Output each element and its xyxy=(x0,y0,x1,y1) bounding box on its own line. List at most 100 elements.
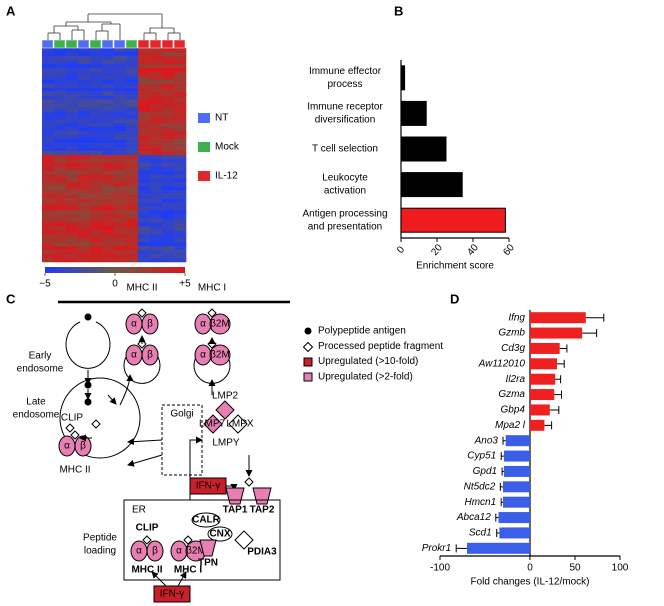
heatmap-cell xyxy=(174,51,187,57)
heatmap-cell xyxy=(102,155,115,160)
heatmap-cell xyxy=(126,155,139,160)
x-axis-label: Enrichment score xyxy=(416,261,494,272)
heatmap-cell xyxy=(90,48,103,53)
heatmap-cell xyxy=(174,127,187,132)
heatmap-cell xyxy=(126,230,139,235)
diagram-label: CLIP xyxy=(136,523,159,534)
x-tick-label: 40 xyxy=(465,242,481,258)
heatmap-cell xyxy=(162,119,175,124)
y-tick-label: Gpd1 xyxy=(473,466,497,477)
heatmap-cell xyxy=(162,123,175,128)
heatmap-cell xyxy=(78,143,91,148)
bar xyxy=(530,373,556,385)
heatmap-cell xyxy=(174,155,187,160)
heatmap-cell xyxy=(78,67,91,73)
heatmap-cell xyxy=(90,151,103,156)
diagram-label: α xyxy=(131,319,137,330)
heatmap-cell xyxy=(54,63,67,69)
heatmap-cell xyxy=(174,222,187,227)
heatmap-cell xyxy=(174,178,187,184)
heatmap-cell xyxy=(138,115,151,120)
heatmap-cell xyxy=(102,139,115,144)
heatmap-cell xyxy=(102,143,115,148)
heatmap-cell xyxy=(66,186,79,191)
heatmap-cell xyxy=(174,214,187,219)
heatmap-cell xyxy=(42,254,55,259)
heatmap-cell xyxy=(66,143,79,148)
heatmap-cell xyxy=(66,151,79,156)
heatmap-cell xyxy=(150,111,163,116)
heatmap-cell xyxy=(114,174,127,180)
heatmap-cell xyxy=(114,79,127,84)
heatmap-cell xyxy=(102,83,115,88)
heatmap-cell xyxy=(150,258,163,263)
heatmap-cell xyxy=(162,158,175,164)
heatmap-cell xyxy=(102,55,115,61)
bar xyxy=(530,419,545,431)
heatmap-cell xyxy=(174,170,187,176)
error-bar xyxy=(555,375,562,384)
heatmap-cell xyxy=(102,234,115,239)
heatmap-cell xyxy=(138,250,151,255)
diagram-label: α xyxy=(64,441,70,452)
heatmap-cell xyxy=(42,210,55,215)
heatmap-cell xyxy=(90,162,103,168)
heatmap-cell xyxy=(78,115,91,120)
heatmap-cell xyxy=(54,186,67,191)
heatmap-cell xyxy=(66,166,79,172)
heatmap-cell xyxy=(126,143,139,148)
heatmap-cell xyxy=(174,115,187,120)
legend-label: Processed peptide fragment xyxy=(318,341,443,352)
heatmap-cell xyxy=(150,71,163,77)
heatmap-cell xyxy=(102,115,115,120)
heatmap-cell xyxy=(90,131,103,136)
heatmap-cell xyxy=(66,51,79,57)
connector xyxy=(151,571,167,587)
error-bar xyxy=(499,482,503,491)
heatmap-cell xyxy=(150,115,163,120)
heatmap-cell xyxy=(42,59,55,65)
bar xyxy=(530,342,560,354)
y-tick-label: Prokr1 xyxy=(422,543,451,554)
heatmap-cell xyxy=(42,238,55,243)
heatmap-cell xyxy=(126,194,139,199)
heatmap-cell xyxy=(126,119,139,124)
bar xyxy=(530,404,550,416)
heatmap-cell xyxy=(90,55,103,61)
heatmap-cell xyxy=(102,254,115,259)
heatmap-cell xyxy=(102,250,115,255)
heatmap-cell xyxy=(174,158,187,164)
peptide xyxy=(207,308,217,318)
x-tick-label: 0 xyxy=(527,563,533,574)
heatmap-cell xyxy=(174,55,187,61)
heatmap-cell xyxy=(138,75,151,81)
diagram-label: α xyxy=(131,350,137,361)
heatmap-cell xyxy=(90,214,103,219)
heatmap-cell xyxy=(102,91,115,96)
heatmap-cell xyxy=(114,162,127,168)
heatmap-cell xyxy=(150,214,163,219)
heatmap-cell xyxy=(174,95,187,100)
heatmap-cell xyxy=(114,123,127,128)
heatmap-cell xyxy=(126,115,139,120)
heatmap-cell xyxy=(114,210,127,215)
heatmap-cell xyxy=(102,162,115,168)
heatmap-cell xyxy=(162,99,175,104)
heatmap-cell xyxy=(90,123,103,128)
heatmap-cell xyxy=(162,230,175,235)
connector xyxy=(127,438,163,446)
heatmap-cell xyxy=(42,174,55,180)
heatmap-cell xyxy=(150,147,163,152)
y-tick-label: Ifng xyxy=(508,312,525,323)
heatmap-cell xyxy=(174,107,187,112)
heatmap-cell xyxy=(78,99,91,104)
heatmap-cell xyxy=(54,234,67,239)
bar xyxy=(400,100,427,126)
heatmap-cell xyxy=(138,214,151,219)
heatmap-cell xyxy=(102,151,115,156)
heatmap-cell xyxy=(138,123,151,128)
error-bar xyxy=(496,528,500,537)
heatmap-cell xyxy=(102,246,115,251)
heatmap-cell xyxy=(78,218,91,223)
